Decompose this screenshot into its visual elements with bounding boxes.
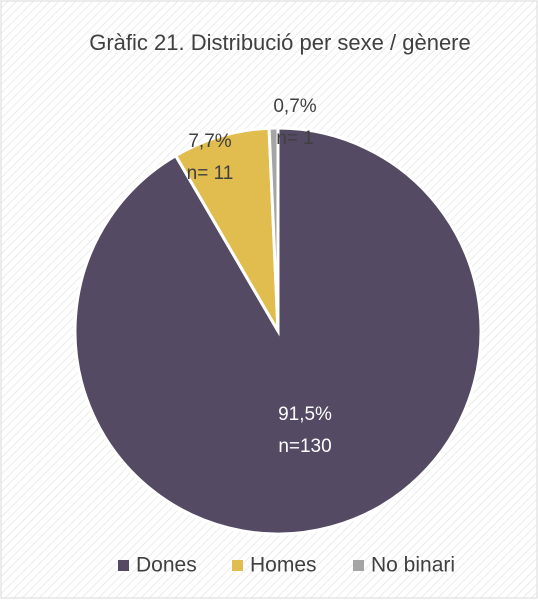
count-label: n= 1 [276,128,314,149]
pie-slice [173,126,280,332]
pie-slice [267,126,280,332]
chart-title: Gràfic 21. Distribució per sexe / gènere [89,30,471,55]
data-label: 91,5% [278,404,332,425]
count-label: n=130 [278,436,331,457]
legend-swatch [118,560,129,571]
data-label: 0,7% [273,96,316,117]
legend-label: Dones [136,554,197,577]
legend-swatch [232,560,243,571]
legend-label: Homes [250,554,317,577]
data-label: 7,7% [188,131,231,152]
legend-label: No binari [371,554,455,577]
count-label: n= 11 [187,163,234,184]
legend-swatch [353,560,364,571]
